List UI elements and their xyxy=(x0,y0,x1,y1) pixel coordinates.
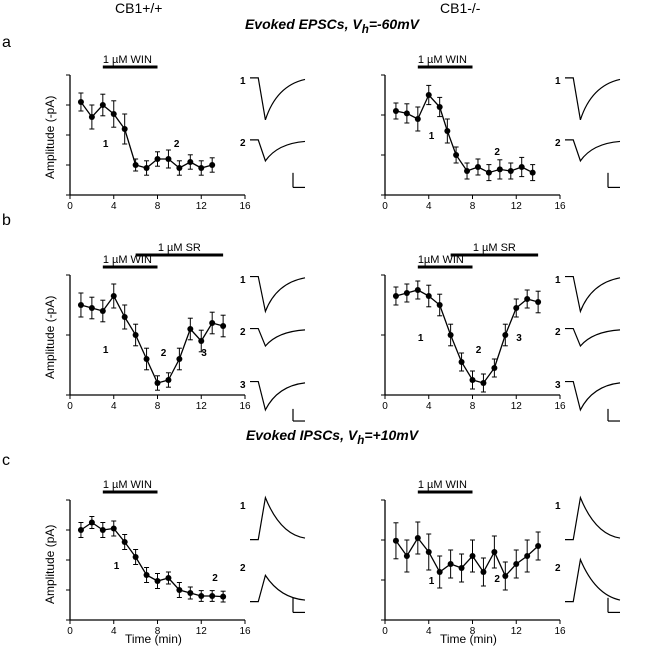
svg-text:16: 16 xyxy=(239,201,251,212)
svg-text:1: 1 xyxy=(418,333,424,344)
trace-1: 1 xyxy=(565,70,632,133)
svg-text:1 µM WIN: 1 µM WIN xyxy=(103,55,152,66)
col-header-left: CB1+/+ xyxy=(115,0,162,16)
col-header-right: CB1-/- xyxy=(440,0,480,16)
svg-text:4: 4 xyxy=(111,626,117,637)
svg-text:0: 0 xyxy=(67,626,73,637)
svg-text:1: 1 xyxy=(103,139,109,150)
svg-text:0: 0 xyxy=(382,201,388,212)
panel-label-b: b xyxy=(2,212,11,230)
plot-b-left: 10020030004812161 µM WIN1 µM SR123Amplit… xyxy=(65,240,280,420)
trace-2: 2 xyxy=(565,322,632,375)
trace-1: 1 xyxy=(565,270,632,323)
svg-text:3: 3 xyxy=(516,333,522,344)
svg-text:1 µM WIN: 1 µM WIN xyxy=(103,480,152,491)
trace-2: 2 xyxy=(250,557,317,620)
trace-label: 1 xyxy=(240,76,246,87)
trace-2: 2 xyxy=(565,557,632,620)
svg-text:2: 2 xyxy=(494,574,500,585)
svg-text:1 µM SR: 1 µM SR xyxy=(158,242,201,254)
svg-text:2: 2 xyxy=(161,348,167,359)
svg-text:8: 8 xyxy=(470,401,476,412)
trace-2: 2 xyxy=(565,132,632,195)
trace-label: 2 xyxy=(240,138,246,149)
plot-a-left: 5010015020025004812161 µM WIN12Amplitude… xyxy=(65,55,280,220)
svg-text:4: 4 xyxy=(426,201,432,212)
svg-text:16: 16 xyxy=(554,201,566,212)
plot-b-right: 20030040004812161µM WIN1 µM SR123123 xyxy=(380,240,595,420)
trace-label: 3 xyxy=(555,380,561,391)
trace-1: 1 xyxy=(565,495,632,558)
svg-text:16: 16 xyxy=(554,626,566,637)
trace-1: 1 xyxy=(250,70,317,133)
trace-label: 2 xyxy=(555,563,561,574)
svg-text:2: 2 xyxy=(212,573,218,584)
x-axis-label-left: Time (min) xyxy=(125,632,182,646)
svg-text:3: 3 xyxy=(201,348,207,359)
trace-label: 3 xyxy=(240,380,246,391)
svg-text:2: 2 xyxy=(174,139,180,150)
svg-text:2: 2 xyxy=(494,147,500,158)
x-axis-label-right: Time (min) xyxy=(440,632,497,646)
svg-text:1: 1 xyxy=(103,345,109,356)
trace-3: 3 xyxy=(565,375,632,428)
svg-text:4: 4 xyxy=(111,201,117,212)
trace-1: 1 xyxy=(250,495,317,558)
svg-text:0: 0 xyxy=(67,401,73,412)
trace-label: 2 xyxy=(555,138,561,149)
trace-2: 2 xyxy=(250,322,317,375)
trace-2: 2 xyxy=(250,132,317,195)
svg-text:1: 1 xyxy=(114,561,120,572)
trace-label: 1 xyxy=(240,275,246,286)
svg-text:8: 8 xyxy=(470,201,476,212)
y-axis-label: Amplitude (-pA) xyxy=(43,89,57,179)
svg-text:12: 12 xyxy=(196,626,208,637)
y-axis-label: Amplitude (pA) xyxy=(43,514,57,604)
svg-text:16: 16 xyxy=(239,626,251,637)
svg-text:4: 4 xyxy=(426,626,432,637)
trace-label: 2 xyxy=(555,327,561,338)
svg-text:1 µM SR: 1 µM SR xyxy=(473,242,516,254)
svg-text:0: 0 xyxy=(382,626,388,637)
svg-text:0: 0 xyxy=(67,201,73,212)
trace-label: 2 xyxy=(240,563,246,574)
trace-label: 1 xyxy=(555,76,561,87)
svg-text:4: 4 xyxy=(111,401,117,412)
svg-text:1: 1 xyxy=(429,131,435,142)
svg-text:0: 0 xyxy=(382,401,388,412)
trace-3: 3 xyxy=(250,375,317,428)
trace-label: 1 xyxy=(555,501,561,512)
section-title-ipsc: Evoked IPSCs, Vh=+10mV xyxy=(0,427,664,447)
plot-c-right: 30040050060004812161 µM WIN1212 xyxy=(380,480,595,645)
svg-text:12: 12 xyxy=(196,201,208,212)
svg-text:12: 12 xyxy=(196,401,208,412)
trace-1: 1 xyxy=(250,270,317,323)
trace-label: 1 xyxy=(555,275,561,286)
svg-text:2: 2 xyxy=(476,345,482,356)
svg-text:1 µM WIN: 1 µM WIN xyxy=(418,55,467,66)
svg-text:4: 4 xyxy=(426,401,432,412)
section-title-epsc: Evoked EPSCs, Vh=-60mV xyxy=(0,16,664,36)
plot-a-right: 5010015020004812161 µM WIN1212 xyxy=(380,55,595,220)
svg-text:1 µM WIN: 1 µM WIN xyxy=(418,480,467,491)
svg-text:12: 12 xyxy=(511,201,523,212)
panel-label-a: a xyxy=(2,34,11,52)
panel-label-c: c xyxy=(2,452,10,470)
svg-text:8: 8 xyxy=(155,201,161,212)
trace-label: 2 xyxy=(240,327,246,338)
svg-text:12: 12 xyxy=(511,401,523,412)
svg-text:8: 8 xyxy=(155,401,161,412)
svg-text:1: 1 xyxy=(429,576,435,587)
y-axis-label: Amplitude (-pA) xyxy=(43,289,57,379)
plot-c-left: 30040050060070004812161 µM WIN12Amplitud… xyxy=(65,480,280,645)
svg-text:12: 12 xyxy=(511,626,523,637)
trace-label: 1 xyxy=(240,501,246,512)
